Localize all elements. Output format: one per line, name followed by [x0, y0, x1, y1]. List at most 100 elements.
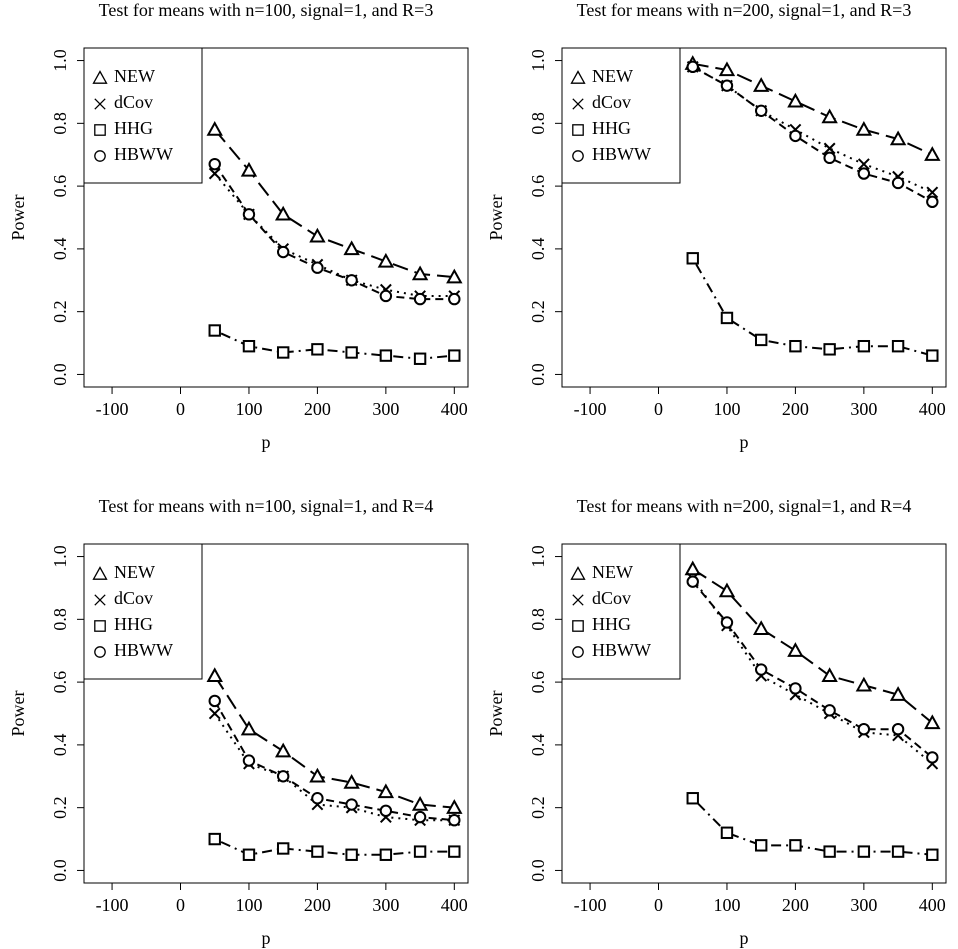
y-tick-label: 0.8	[50, 608, 70, 631]
y-axis-label: Power	[8, 691, 28, 737]
x-tick-label: 400	[919, 399, 946, 419]
panel: Test for means with n=200, signal=1, and…	[486, 0, 947, 452]
y-tick-label: 0.6	[528, 175, 548, 198]
point	[206, 667, 223, 683]
legend-marker	[92, 70, 108, 84]
x-tick-label: -100	[574, 895, 607, 915]
point	[448, 349, 461, 362]
point	[821, 667, 838, 683]
point	[311, 261, 324, 274]
y-tick-label: 1.0	[528, 49, 548, 72]
point	[720, 826, 734, 839]
point	[311, 343, 324, 356]
point	[926, 195, 939, 209]
legend-label: dCov	[114, 588, 153, 608]
x-tick-label: 100	[235, 399, 262, 419]
point	[857, 167, 871, 180]
y-tick-label: 0.0	[50, 859, 70, 882]
x-tick-label: 200	[304, 399, 331, 419]
point	[718, 582, 736, 598]
point	[686, 252, 699, 265]
point	[276, 346, 290, 359]
point	[823, 142, 836, 155]
point	[857, 158, 870, 171]
point	[924, 146, 941, 161]
point	[274, 742, 292, 758]
x-tick-label: 0	[654, 895, 663, 915]
point	[413, 352, 427, 365]
y-tick-label: 0.0	[528, 859, 548, 882]
point	[276, 842, 290, 855]
point	[686, 792, 699, 805]
point	[857, 722, 871, 736]
legend-label: HBWW	[114, 640, 173, 660]
x-axis-label: p	[262, 928, 271, 948]
panel: Test for means with n=100, signal=1, and…	[8, 0, 469, 452]
point	[926, 848, 939, 861]
point	[720, 311, 734, 325]
legend-marker	[94, 150, 106, 162]
y-tick-label: 0.8	[528, 112, 548, 135]
legend-label: dCov	[592, 588, 631, 608]
y-axis-label: Power	[486, 691, 506, 737]
point	[240, 161, 258, 177]
point	[754, 333, 768, 347]
point	[411, 265, 429, 281]
x-tick-label: 200	[782, 895, 809, 915]
legend-label: NEW	[114, 66, 155, 86]
y-tick-label: 1.0	[528, 545, 548, 568]
legend-label: HBWW	[592, 640, 651, 660]
chart-title: Test for means with n=200, signal=1, and…	[577, 0, 912, 20]
x-tick-label: 0	[176, 399, 185, 419]
y-tick-label: 0.4	[50, 238, 70, 261]
series-line	[692, 568, 933, 724]
series-line	[213, 675, 455, 809]
point	[889, 130, 907, 146]
point	[379, 804, 393, 818]
series-line	[214, 838, 455, 856]
point	[789, 339, 802, 353]
point	[411, 795, 429, 811]
point	[754, 663, 768, 676]
point	[208, 832, 221, 846]
legend-marker	[94, 98, 106, 110]
point	[309, 227, 326, 243]
y-tick-label: 0.8	[50, 112, 70, 135]
legend-marker	[94, 620, 106, 632]
point	[208, 707, 221, 720]
x-tick-label: 300	[372, 399, 399, 419]
point	[857, 339, 871, 353]
chart-title: Test for means with n=200, signal=1, and…	[577, 496, 912, 516]
panel: Test for means with n=200, signal=1, and…	[486, 496, 947, 948]
y-tick-label: 0.6	[528, 671, 548, 694]
point	[242, 754, 256, 767]
point	[276, 245, 290, 259]
x-tick-label: 200	[304, 895, 331, 915]
x-tick-label: 400	[441, 895, 468, 915]
point	[924, 714, 941, 730]
legend-label: NEW	[592, 562, 633, 582]
point	[274, 205, 292, 221]
point	[379, 349, 393, 362]
x-tick-label: 100	[713, 399, 740, 419]
point	[752, 77, 770, 92]
x-tick-label: 300	[850, 399, 877, 419]
point	[891, 339, 905, 353]
series-line	[691, 581, 933, 759]
point	[309, 767, 326, 783]
legend-marker	[572, 646, 584, 658]
legend-label: dCov	[114, 92, 153, 112]
legend-label: NEW	[114, 562, 155, 582]
point	[684, 560, 701, 576]
point	[686, 60, 699, 74]
point	[855, 676, 873, 692]
point	[208, 324, 221, 337]
series-line	[214, 329, 455, 360]
legend-label: HBWW	[592, 144, 651, 164]
point	[242, 208, 256, 221]
x-tick-label: -100	[96, 399, 129, 419]
legend-marker	[572, 594, 584, 606]
chart-title: Test for means with n=100, signal=1, and…	[99, 496, 434, 516]
legend-marker	[94, 594, 106, 606]
